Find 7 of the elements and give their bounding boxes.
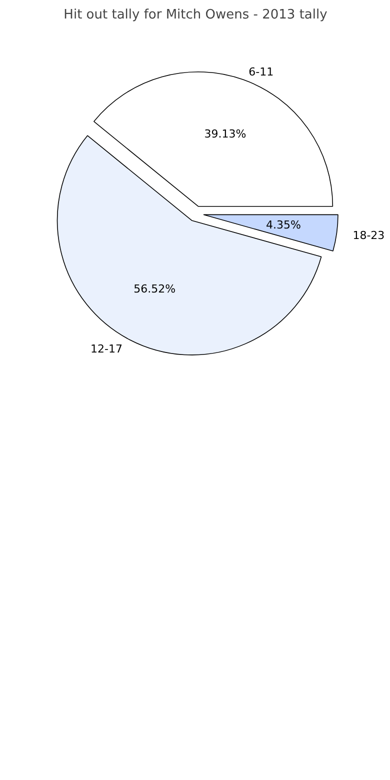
slice-label: 6-11 (248, 65, 274, 78)
slice-label: 12-17 (90, 342, 122, 356)
data-label: 39.13% (204, 127, 246, 140)
data-label: 4.35% (266, 218, 301, 232)
slice-label: 18-23 (352, 228, 385, 242)
data-label: 56.52% (134, 282, 176, 296)
chart-title: Hit out tally for Mitch Owens - 2013 tally (64, 8, 328, 22)
